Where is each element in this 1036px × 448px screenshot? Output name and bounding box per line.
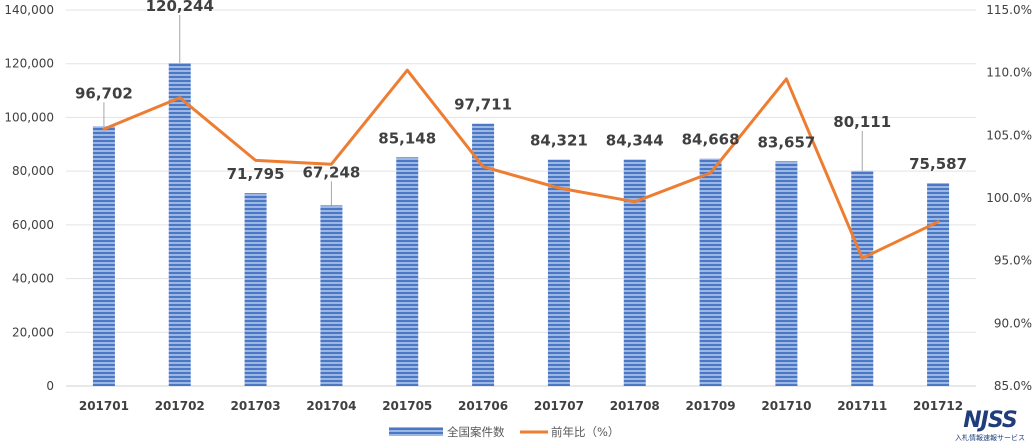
left-tick-label: 60,000 (12, 218, 54, 232)
legend-line-label: 前年比（%） (551, 425, 619, 439)
bar (168, 63, 191, 387)
x-axis-tick-labels: 201701 201702 201703 201704 201705 201706 2017… (79, 399, 963, 413)
bar-data-label: 80,111 (833, 113, 891, 131)
x-tick-label: 201712 (913, 399, 963, 413)
legend-bar-swatch (389, 427, 443, 436)
gridlines (66, 9, 976, 387)
logo-mark: NJSS (963, 408, 1018, 433)
left-tick-label: 100,000 (4, 110, 54, 124)
legend: 全国案件数 前年比（%） (389, 425, 619, 439)
left-tick-label: 20,000 (12, 325, 54, 339)
x-tick-label: 201703 (231, 399, 281, 413)
right-tick-label: 90.0% (994, 316, 1032, 330)
x-tick-label: 201704 (306, 399, 356, 413)
right-tick-label: 95.0% (994, 254, 1032, 268)
x-tick-label: 201706 (458, 399, 508, 413)
left-tick-label: 120,000 (4, 57, 54, 71)
bar-data-label: 83,657 (757, 133, 815, 151)
bar (775, 161, 798, 386)
bar (320, 205, 343, 386)
left-tick-label: 40,000 (12, 272, 54, 286)
bar-data-label: 120,244 (146, 0, 214, 15)
bar (472, 123, 495, 386)
x-tick-label: 201711 (837, 399, 887, 413)
njss-logo: NJSS 入札情報速報サービス (950, 410, 1030, 446)
x-tick-label: 201710 (761, 399, 811, 413)
bar (699, 158, 722, 386)
bar-data-label: 75,587 (909, 155, 967, 173)
bar-data-labels: 96,702 120,244 71,795 67,248 85,148 97,711 84,… (75, 0, 967, 183)
bar (927, 182, 950, 386)
x-tick-label: 201705 (382, 399, 432, 413)
left-axis-tick-labels: 0 20,000 40,000 60,000 80,000 100,000 120,000 1… (4, 3, 54, 393)
right-axis-tick-labels: 85.0% 90.0% 95.0% 100.0% 105.0% 110.0% 115.0% (986, 3, 1032, 393)
right-tick-label: 85.0% (994, 379, 1032, 393)
x-tick-label: 201701 (79, 399, 129, 413)
x-tick-label: 201708 (610, 399, 660, 413)
bar-data-label: 84,321 (530, 132, 588, 150)
x-tick-label: 201707 (534, 399, 584, 413)
bar-data-label: 84,344 (606, 131, 664, 149)
bar-data-label: 67,248 (302, 163, 360, 181)
bar-data-label: 85,148 (378, 129, 436, 147)
logo-subtitle: 入札情報速報サービス (955, 434, 1025, 442)
bar (244, 193, 267, 386)
bar-data-label: 84,668 (682, 131, 740, 149)
bar (92, 126, 115, 386)
left-tick-label: 0 (46, 379, 54, 393)
bar-data-label: 71,795 (227, 165, 285, 183)
left-tick-label: 80,000 (12, 164, 54, 178)
bar-data-label: 96,702 (75, 84, 133, 102)
bar (396, 157, 419, 386)
right-tick-label: 115.0% (986, 3, 1032, 17)
left-tick-label: 140,000 (4, 3, 54, 17)
bar (623, 159, 646, 386)
bar (547, 159, 570, 386)
x-tick-label: 201709 (686, 399, 736, 413)
right-tick-label: 110.0% (986, 66, 1032, 80)
right-tick-label: 100.0% (986, 191, 1032, 205)
x-tick-label: 201702 (155, 399, 205, 413)
bar-data-label: 97,711 (454, 96, 512, 114)
label-leader-lines (103, 15, 863, 206)
yoy-line-series (102, 68, 940, 260)
right-tick-label: 105.0% (986, 128, 1032, 142)
bar (851, 170, 874, 386)
bar-series (92, 63, 950, 387)
legend-bar-label: 全国案件数 (447, 425, 505, 439)
